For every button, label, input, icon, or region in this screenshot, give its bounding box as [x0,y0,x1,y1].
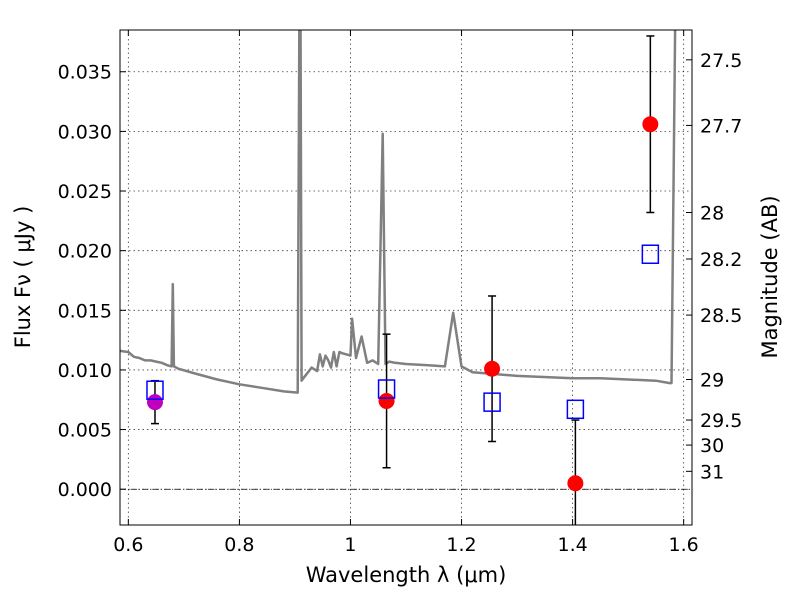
plot-frame [119,29,693,526]
magnitude-tick-label: 28.2 [700,249,742,271]
y-tick-label: 0.000 [58,479,112,501]
y-tick-label: 0.010 [58,360,112,382]
tick-marks [120,30,692,525]
model-band-square [641,244,660,264]
y-tick-label: 0.030 [58,121,112,143]
model-band-square [146,380,164,400]
x-tick-label: 1.4 [557,534,587,556]
magnitude-tick-label: 27.5 [700,50,742,72]
model-band-square [566,399,585,420]
model-sed [120,30,677,394]
right-tick-labels: 27.5 27.7 28 28.2 28.5 29 29.5 30 31 [700,50,742,484]
x-tick-label: 1.2 [446,534,476,556]
observed-flux-point [378,392,395,409]
observed-flux-point [642,116,659,133]
y-tick-label: 0.035 [58,62,112,84]
magnitude-tick-label: 28.5 [700,305,742,327]
x-tick-label: 0.8 [224,534,254,556]
magnitude-tick-label: 29 [700,369,724,391]
sed-line [120,30,677,394]
x-tick-label: 0.6 [113,534,143,556]
y-tick-label: 0.015 [58,300,112,322]
x-tick-labels: 0.6 0.8 1 1.2 1.4 1.6 [113,534,699,556]
magnitude-tick-label: 30 [700,435,724,457]
x-tick-label: 1.6 [669,534,699,556]
observed-flux-point [484,360,501,377]
magnitude-tick-label: 29.5 [700,410,742,432]
magnitude-tick-label: 27.7 [700,115,742,137]
magnitude-tick-label: 28 [700,202,724,224]
x-tick-label: 1 [344,534,356,556]
data-markers [146,116,660,492]
y-tick-label: 0.020 [58,241,112,263]
error-bars [150,35,655,525]
model-band-square [483,392,501,412]
magnitude-tick-label: 31 [700,461,724,483]
y-tick-labels: 0.000 0.005 0.010 0.015 0.020 0.025 0.030 0.035 [58,62,112,501]
y-tick-label: 0.025 [58,181,112,203]
model-band-square [377,379,396,399]
observed-flux-point [567,475,584,492]
right-axis-label: Magnitude (AB) [758,195,782,358]
y-tick-label: 0.005 [58,420,112,442]
grid [120,30,692,525]
optical-flux-point [146,394,163,411]
y-axis-label: Flux Fν ( μJy ) [11,206,35,349]
x-axis-label: Wavelength λ (μm) [306,563,507,587]
